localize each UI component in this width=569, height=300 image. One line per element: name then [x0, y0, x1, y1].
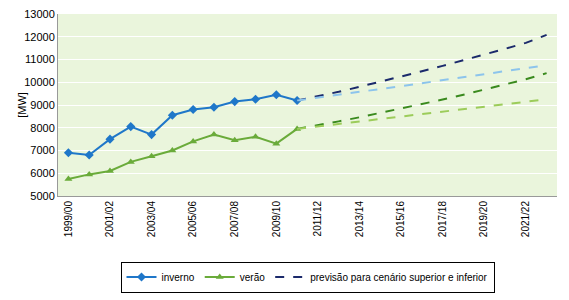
svg-text:11000: 11000: [25, 53, 55, 65]
svg-text:previsão para cenário superior: previsão para cenário superior e inferio…: [310, 272, 487, 283]
svg-text:2003/04: 2003/04: [146, 201, 157, 238]
svg-text:2001/02: 2001/02: [104, 201, 115, 238]
svg-text:verão: verão: [240, 272, 265, 283]
svg-text:2015/16: 2015/16: [395, 201, 406, 238]
svg-text:2005/06: 2005/06: [187, 201, 198, 238]
svg-text:1999/00: 1999/00: [63, 201, 74, 238]
svg-text:2013/14: 2013/14: [354, 201, 365, 238]
svg-text:2007/08: 2007/08: [229, 201, 240, 238]
svg-text:2019/20: 2019/20: [478, 201, 489, 238]
svg-text:8000: 8000: [30, 122, 54, 134]
svg-text:5000: 5000: [30, 190, 54, 202]
svg-text:13000: 13000: [24, 8, 55, 20]
svg-text:2011/12: 2011/12: [312, 201, 323, 237]
svg-text:[MW]: [MW]: [16, 92, 28, 118]
svg-text:12000: 12000: [24, 31, 55, 43]
svg-text:9000: 9000: [30, 99, 54, 111]
svg-text:7000: 7000: [30, 144, 54, 156]
svg-text:2009/10: 2009/10: [271, 201, 282, 238]
svg-text:6000: 6000: [30, 167, 54, 179]
svg-text:2021/22: 2021/22: [520, 201, 531, 238]
svg-text:10000: 10000: [24, 76, 55, 88]
svg-text:inverno: inverno: [162, 272, 195, 283]
svg-text:2017/18: 2017/18: [437, 201, 448, 238]
